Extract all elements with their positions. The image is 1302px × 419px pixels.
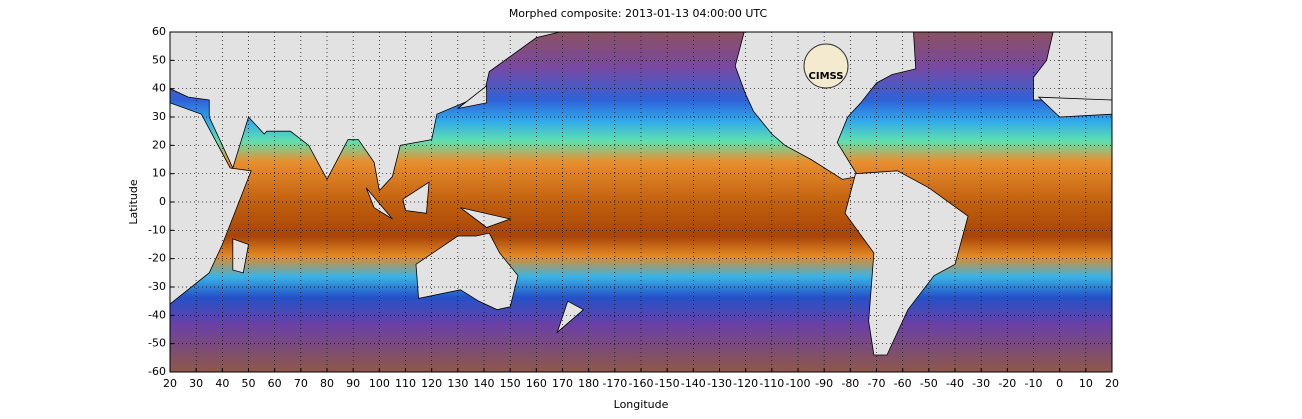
x-tick-label: 20	[163, 377, 177, 390]
logo: CIMSS	[803, 43, 849, 89]
y-tick-label: 50	[152, 53, 166, 66]
x-tick-label: -120	[733, 377, 758, 390]
x-tick-label: 40	[215, 377, 229, 390]
x-tick-label: -30	[972, 377, 990, 390]
x-tick-label: 70	[294, 377, 308, 390]
x-tick-label: 150	[500, 377, 521, 390]
x-tick-label: 30	[189, 377, 203, 390]
x-tick-label: 90	[346, 377, 360, 390]
map-area	[170, 32, 1112, 372]
landmass	[734, 32, 917, 180]
x-tick-label: -150	[655, 377, 680, 390]
y-tick-label: -60	[148, 365, 166, 378]
x-tick-label: -140	[681, 377, 706, 390]
landmass	[365, 187, 393, 220]
x-tick-label: -20	[998, 377, 1016, 390]
x-tick-label: 160	[526, 377, 547, 390]
x-tick-label: 140	[474, 377, 495, 390]
x-tick-label: -50	[920, 377, 938, 390]
y-tick-label: 20	[152, 138, 166, 151]
x-tick-label: 0	[1056, 377, 1063, 390]
x-axis-label: Longitude	[614, 398, 669, 411]
map-title: Morphed composite: 2013-01-13 04:00:00 U…	[509, 7, 768, 20]
landmass	[1037, 96, 1112, 118]
x-tick-label: -80	[841, 377, 859, 390]
x-tick-label: 50	[242, 377, 256, 390]
landmass	[402, 181, 430, 214]
y-tick-label: 0	[159, 195, 166, 208]
x-tick-label: 180	[578, 377, 599, 390]
x-tick-label: -100	[786, 377, 811, 390]
x-tick-label: -170	[602, 377, 627, 390]
landmass	[1033, 32, 1112, 101]
landmass	[170, 102, 252, 305]
landmass	[457, 85, 488, 109]
x-tick-label: 100	[369, 377, 390, 390]
x-tick-label: 20	[1105, 377, 1119, 390]
y-axis-label: Latitude	[127, 179, 140, 225]
y-tick-label: 60	[152, 25, 166, 38]
y-tick-label: -50	[148, 337, 166, 350]
x-tick-label: -40	[946, 377, 964, 390]
y-tick-label: -20	[148, 252, 166, 265]
y-tick-label: 10	[152, 167, 166, 180]
x-tick-label: 110	[395, 377, 416, 390]
y-tick-label: -30	[148, 280, 166, 293]
x-tick-label: -160	[629, 377, 654, 390]
x-tick-label: -110	[759, 377, 784, 390]
landmass	[170, 32, 562, 192]
x-tick-label: -70	[868, 377, 886, 390]
y-tick-label: -10	[148, 223, 166, 236]
x-tick-label: 10	[1079, 377, 1093, 390]
landmass	[460, 207, 512, 228]
logo-text: CIMSS	[809, 71, 844, 82]
x-tick-label: 130	[447, 377, 468, 390]
landmass	[232, 238, 249, 274]
x-tick-label: 170	[552, 377, 573, 390]
x-tick-label: -10	[1025, 377, 1043, 390]
landmass	[844, 170, 969, 356]
x-tick-label: -130	[707, 377, 732, 390]
y-tick-label: -40	[148, 308, 166, 321]
landmass	[990, 32, 996, 33]
x-tick-label: 60	[268, 377, 282, 390]
landmasses	[170, 32, 1112, 356]
x-tick-label: 120	[421, 377, 442, 390]
x-tick-label: -60	[894, 377, 912, 390]
x-tick-label: 80	[320, 377, 334, 390]
y-tick-label: 40	[152, 82, 166, 95]
x-tick-label: -90	[815, 377, 833, 390]
y-tick-label: 30	[152, 110, 166, 123]
